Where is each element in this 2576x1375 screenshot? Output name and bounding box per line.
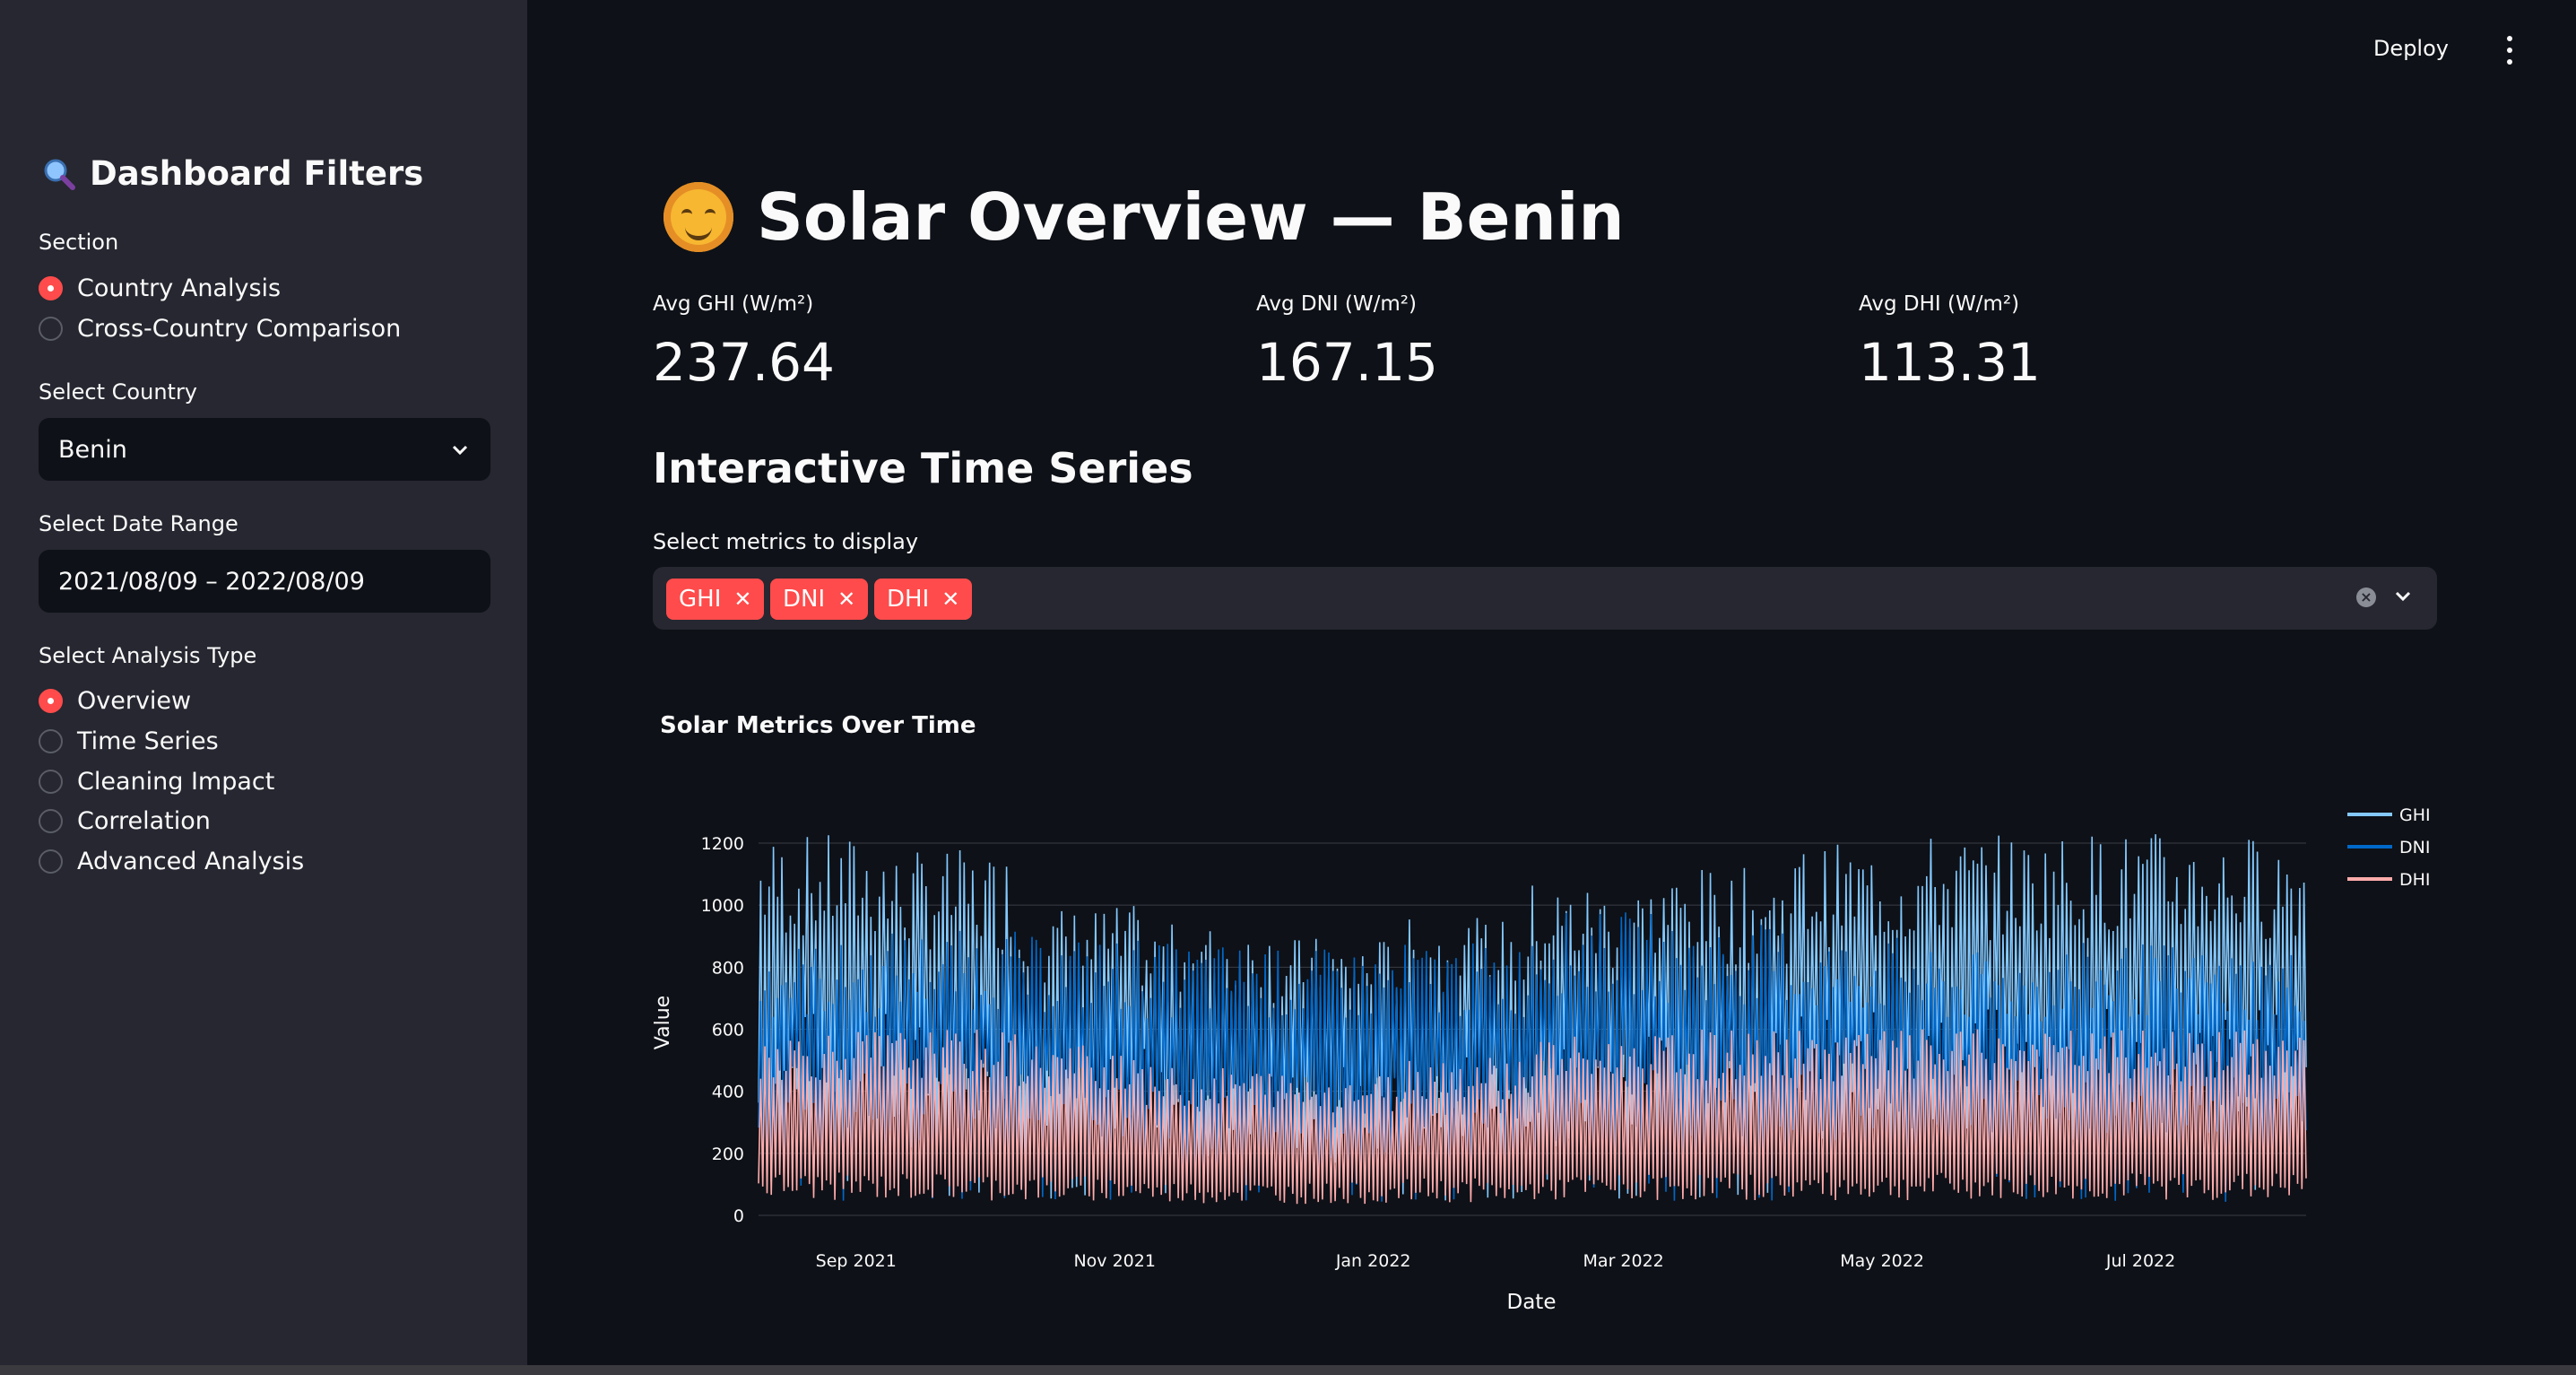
y-tick-label: 800 <box>712 958 744 978</box>
metric-label: Avg DNI (W/m²) <box>1256 292 1417 316</box>
radio-time-series[interactable]: Time Series <box>39 727 219 755</box>
radio-selected-icon[interactable] <box>39 276 63 300</box>
metrics-multiselect[interactable]: GHI ✕ DNI ✕ DHI ✕ × <box>653 567 2437 630</box>
magnifier-icon <box>44 159 75 190</box>
radio-label: Correlation <box>77 807 211 835</box>
country-select[interactable]: Benin <box>39 418 490 481</box>
radio-country-analysis[interactable]: Country Analysis <box>39 274 281 302</box>
page-title-text: Solar Overview — Benin <box>757 179 1625 255</box>
radio-cleaning-impact[interactable]: Cleaning Impact <box>39 768 274 796</box>
multiselect-label: Select metrics to display <box>653 529 919 554</box>
y-axis-ticks: 0 200 400 600 800 1000 1200 <box>701 834 744 1226</box>
tag-label: DHI <box>887 586 930 613</box>
radio-unselected-icon[interactable] <box>39 809 63 833</box>
metric-avg-dni: Avg DNI (W/m²) 167.15 <box>1256 292 1438 393</box>
tag-label: GHI <box>679 586 722 613</box>
y-tick-label: 1000 <box>701 896 744 916</box>
smiling-sun-icon <box>664 182 733 252</box>
chevron-down-icon[interactable] <box>2392 585 2414 612</box>
tag-dni[interactable]: DNI ✕ <box>770 579 869 620</box>
x-tick-label: Jan 2022 <box>1335 1251 1411 1271</box>
radio-label: Overview <box>77 687 192 715</box>
tag-label: DNI <box>783 586 826 613</box>
legend-label[interactable]: GHI <box>2399 805 2431 825</box>
legend-label[interactable]: DNI <box>2399 838 2430 857</box>
y-tick-label: 200 <box>712 1144 744 1164</box>
radio-unselected-icon[interactable] <box>39 849 63 874</box>
window-bottom-edge <box>0 1365 2576 1375</box>
radio-label: Advanced Analysis <box>77 848 305 875</box>
y-tick-label: 600 <box>712 1021 744 1040</box>
more-options-icon[interactable] <box>2502 36 2517 65</box>
legend-label[interactable]: DHI <box>2399 870 2431 890</box>
metric-label: Avg DHI (W/m²) <box>1859 292 2020 316</box>
radio-selected-icon[interactable] <box>39 689 63 713</box>
radio-advanced-analysis[interactable]: Advanced Analysis <box>39 848 304 875</box>
section-title: Interactive Time Series <box>653 444 1193 492</box>
radio-overview[interactable]: Overview <box>39 687 191 715</box>
series-line-dni[interactable] <box>758 912 2307 1202</box>
tag-ghi[interactable]: GHI ✕ <box>666 579 765 620</box>
chevron-down-icon <box>452 445 468 456</box>
analysis-type-label: Select Analysis Type <box>39 643 257 668</box>
tag-dhi[interactable]: DHI ✕ <box>874 579 973 620</box>
date-range-input[interactable]: 2021/08/09 – 2022/08/09 <box>39 550 490 613</box>
section-label: Section <box>39 230 119 255</box>
metric-label: Avg GHI (W/m²) <box>653 292 814 316</box>
radio-label: Country Analysis <box>77 274 282 302</box>
country-label: Select Country <box>39 379 198 405</box>
y-axis-label: Value <box>653 996 674 1049</box>
chart-legend[interactable]: GHI DNI DHI <box>2347 805 2431 890</box>
x-tick-label: Mar 2022 <box>1583 1251 1664 1271</box>
page-title: Solar Overview — Benin <box>664 179 1625 255</box>
remove-tag-icon[interactable]: ✕ <box>733 587 752 612</box>
y-tick-label: 400 <box>712 1083 744 1102</box>
metric-value: 237.64 <box>653 332 835 393</box>
y-tick-label: 1200 <box>701 834 744 854</box>
radio-label: Time Series <box>77 727 219 755</box>
metric-value: 167.15 <box>1256 332 1438 393</box>
radio-label: Cleaning Impact <box>77 768 275 796</box>
radio-correlation[interactable]: Correlation <box>39 807 211 835</box>
radio-unselected-icon[interactable] <box>39 729 63 753</box>
x-tick-label: Sep 2021 <box>816 1251 897 1271</box>
x-axis-ticks: Sep 2021 Nov 2021 Jan 2022 Mar 2022 May 2022… <box>816 1251 2176 1271</box>
radio-unselected-icon[interactable] <box>39 770 63 794</box>
radio-label: Cross-Country Comparison <box>77 315 402 343</box>
radio-cross-country[interactable]: Cross-Country Comparison <box>39 315 401 343</box>
chart-svg[interactable]: Solar Metrics Over Time 0 200 400 600 800 100… <box>652 700 2446 1327</box>
sidebar-title: Dashboard Filters <box>41 154 423 193</box>
remove-tag-icon[interactable]: ✕ <box>941 587 960 612</box>
date-range-label: Select Date Range <box>39 511 239 536</box>
metric-avg-dhi: Avg DHI (W/m²) 113.31 <box>1859 292 2041 393</box>
radio-unselected-icon[interactable] <box>39 317 63 341</box>
sidebar: Dashboard Filters Section Country Analys… <box>0 0 527 1365</box>
y-tick-label: 0 <box>733 1206 744 1226</box>
clear-all-icon[interactable]: × <box>2356 587 2376 607</box>
remove-tag-icon[interactable]: ✕ <box>837 587 856 612</box>
chart-series[interactable] <box>758 834 2307 1205</box>
x-tick-label: Nov 2021 <box>1073 1251 1155 1271</box>
time-series-chart[interactable]: Solar Metrics Over Time 0 200 400 600 800 100… <box>652 700 2446 1327</box>
date-range-value: 2021/08/09 – 2022/08/09 <box>58 567 365 596</box>
chart-title: Solar Metrics Over Time <box>660 712 976 739</box>
x-axis-label: Date <box>1507 1291 1557 1314</box>
x-tick-label: May 2022 <box>1840 1251 1924 1271</box>
sidebar-title-text: Dashboard Filters <box>90 154 424 193</box>
x-tick-label: Jul 2022 <box>2105 1251 2175 1271</box>
metric-value: 113.31 <box>1859 332 2041 393</box>
country-select-value: Benin <box>58 435 127 464</box>
deploy-button[interactable]: Deploy <box>2372 36 2449 61</box>
metric-avg-ghi: Avg GHI (W/m²) 237.64 <box>653 292 835 393</box>
series-line-dhi[interactable] <box>758 1029 2307 1205</box>
